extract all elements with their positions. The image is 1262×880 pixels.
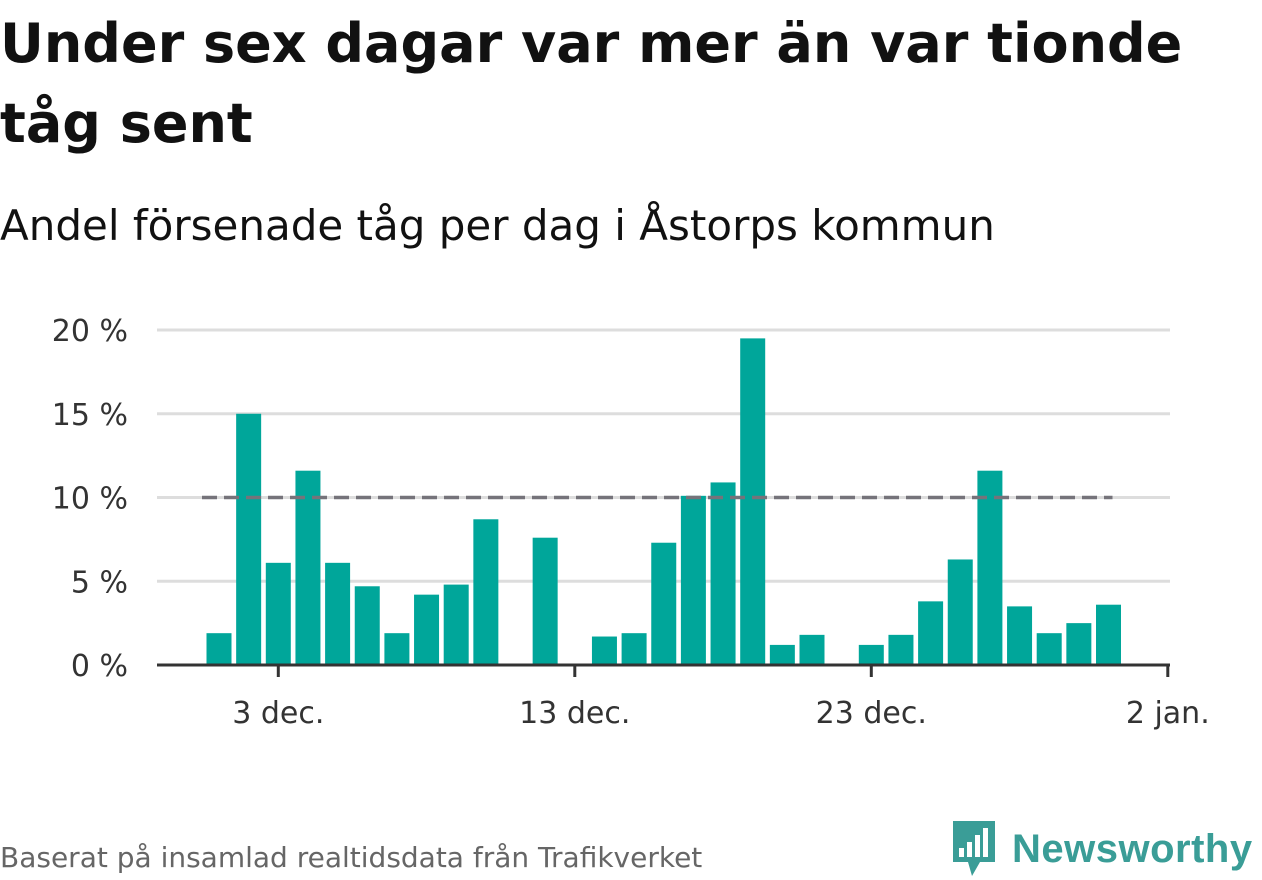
bar[interactable] [680,495,706,665]
bar[interactable] [769,644,795,665]
bar[interactable] [384,633,410,665]
y-tick-labels: 0 % 5 % 10 % 15 % 20 % [52,314,128,684]
bar[interactable] [740,338,766,665]
bar[interactable] [947,559,973,665]
bar[interactable] [858,644,884,665]
bar[interactable] [236,413,262,665]
bar[interactable] [888,634,914,665]
newsworthy-logo[interactable]: Newsworthy [950,818,1253,880]
bar[interactable] [532,537,558,665]
newsworthy-logo-icon [953,821,995,876]
chart-title: Under sex dagar var mer än var tionde tå… [0,12,1183,155]
y-tick-label: 5 % [71,565,128,600]
chart-subtitle: Andel försenade tåg per dag i Åstorps ko… [0,201,995,250]
x-tick-labels: 3 dec. 13 dec. 23 dec. 2 jan. [232,696,1210,731]
bar[interactable] [325,562,351,665]
bar[interactable] [977,470,1003,665]
bar[interactable] [1007,606,1033,665]
bar[interactable] [473,519,499,665]
bar[interactable] [591,636,617,665]
bars [206,338,1121,665]
bar[interactable] [1066,623,1092,665]
x-tick-label: 13 dec. [519,696,630,731]
x-tick-label: 23 dec. [816,696,927,731]
bar[interactable] [1036,633,1062,665]
bar-chart: 0 % 5 % 10 % 15 % 20 % 3 dec. 13 dec. 23 dec. 2… [52,314,1210,731]
bar[interactable] [710,482,736,665]
y-tick-label: 15 % [52,398,128,433]
bar[interactable] [265,562,291,665]
bar[interactable] [651,542,677,665]
bar[interactable] [414,594,440,665]
x-tick-label: 3 dec. [232,696,324,731]
source-note: Baserat på insamlad realtidsdata från Tr… [0,841,703,874]
bar[interactable] [295,470,321,665]
bar[interactable] [354,586,380,665]
bar[interactable] [621,633,647,665]
bar[interactable] [799,634,825,665]
bar[interactable] [443,584,469,665]
axes [157,663,1170,677]
y-tick-label: 10 % [52,482,128,517]
x-tick-label: 2 jan. [1126,696,1210,731]
y-tick-label: 20 % [52,314,128,349]
y-tick-label: 0 % [71,649,128,684]
bar[interactable] [918,601,944,665]
logo-wordmark: Newsworthy [1012,826,1253,871]
bar[interactable] [206,633,232,665]
bar[interactable] [1096,604,1121,665]
